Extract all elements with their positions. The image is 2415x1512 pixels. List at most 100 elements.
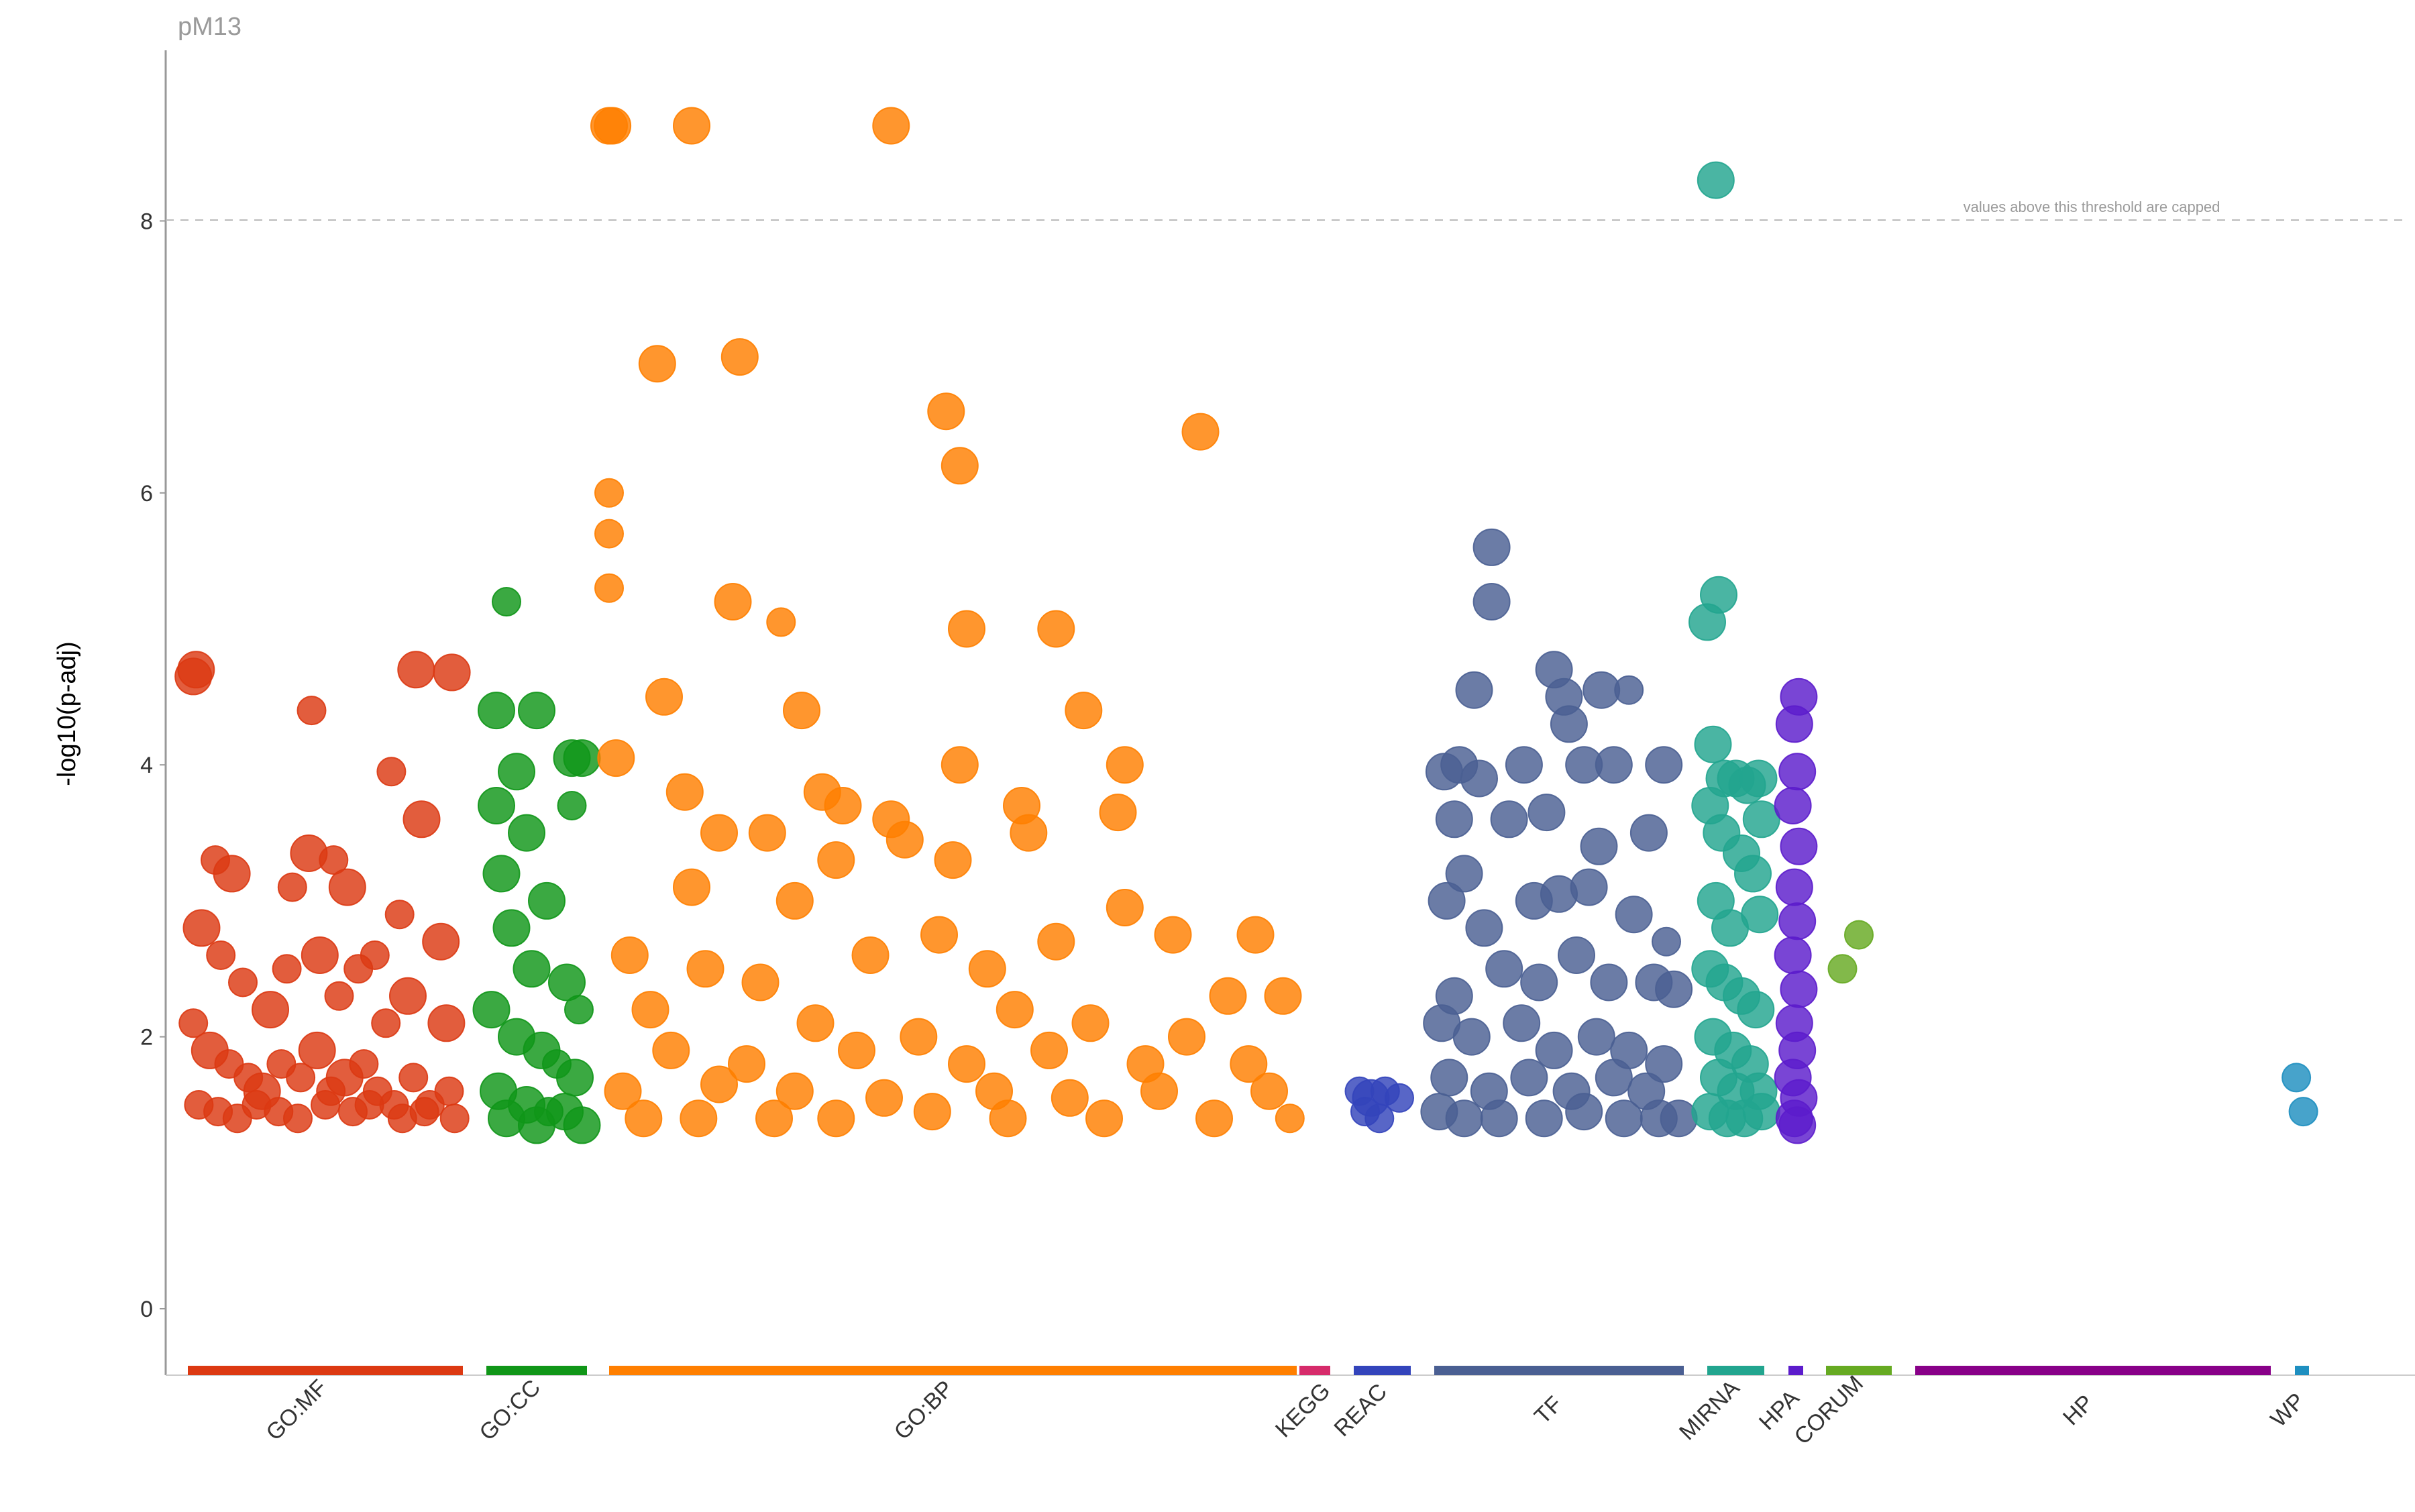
data-point (397, 651, 435, 689)
category-bar (2295, 1366, 2309, 1375)
data-point (434, 1076, 464, 1106)
category-label: REAC (1329, 1379, 1392, 1442)
data-point (927, 392, 965, 431)
data-point (178, 1008, 209, 1038)
data-point (371, 1008, 401, 1038)
data-point (1660, 1099, 1698, 1138)
data-point (1485, 950, 1523, 988)
data-point (748, 814, 786, 852)
data-point (1085, 1099, 1123, 1138)
data-point (206, 940, 236, 970)
data-point (277, 872, 307, 902)
y-tick-label: 2 (140, 1025, 153, 1050)
data-point (1385, 1083, 1414, 1113)
data-point (1181, 413, 1220, 451)
category-bars (188, 1366, 2309, 1375)
data-point (1099, 794, 1137, 832)
data-point (686, 950, 724, 988)
data-point (720, 338, 759, 376)
category-bar (1826, 1366, 1892, 1375)
data-point (508, 814, 545, 852)
data-point (349, 1049, 379, 1079)
data-point (989, 1099, 1027, 1138)
data-point (1525, 1099, 1563, 1138)
data-point (920, 916, 958, 954)
data-point (1694, 725, 1732, 763)
data-point (528, 881, 566, 920)
category-bar (1707, 1366, 1764, 1375)
category-label: KEGG (1271, 1378, 1335, 1442)
data-point (1472, 528, 1511, 566)
data-point (433, 653, 471, 692)
data-point (1230, 1045, 1268, 1083)
data-point (652, 1031, 690, 1069)
data-point (1452, 1018, 1491, 1056)
data-point (900, 1018, 938, 1056)
data-point (478, 692, 515, 730)
data-point (557, 791, 587, 820)
data-point (1577, 1018, 1615, 1056)
data-point (714, 583, 752, 620)
data-point (301, 936, 339, 974)
data-point (638, 345, 676, 383)
data-point (1264, 977, 1302, 1015)
y-tick-label: 4 (140, 753, 153, 778)
data-point (518, 692, 555, 730)
data-point (1741, 896, 1779, 934)
data-point (1774, 936, 1812, 974)
data-point (594, 519, 624, 549)
data-point (298, 1031, 336, 1069)
category-bar (1354, 1366, 1411, 1375)
category-label: TF (1529, 1391, 1567, 1429)
data-point (498, 753, 535, 791)
data-point (700, 1065, 738, 1103)
data-point (472, 991, 511, 1029)
data-point (182, 909, 221, 947)
data-point (1615, 896, 1653, 934)
data-point (817, 1099, 855, 1138)
data-point (1430, 1059, 1468, 1097)
data-point (422, 922, 460, 961)
category-label: MIRNA (1674, 1375, 1745, 1446)
data-point (2282, 1063, 2312, 1093)
data-point (1106, 889, 1144, 926)
data-point (548, 963, 586, 1002)
data-point (913, 1093, 951, 1131)
data-point (482, 855, 521, 893)
data-point (1645, 746, 1683, 784)
data-point (1742, 800, 1780, 839)
y-axis-label: -log10(p-adj) (53, 641, 81, 786)
category-bar (1788, 1366, 1803, 1375)
data-point (728, 1045, 765, 1083)
data-point (439, 1103, 470, 1134)
category-bar (609, 1366, 1297, 1375)
data-point (1570, 868, 1608, 906)
data-point (324, 981, 354, 1011)
data-point (1595, 746, 1633, 784)
data-point (1503, 1004, 1541, 1042)
data-point (1065, 692, 1103, 730)
data-point (1030, 1031, 1068, 1069)
data-point (409, 1097, 439, 1127)
data-point (817, 841, 855, 879)
y-tick-label: 0 (140, 1297, 153, 1322)
category-label: HP (2058, 1390, 2098, 1430)
data-point (1739, 759, 1778, 798)
data-point (1775, 705, 1813, 743)
data-point (1140, 1072, 1178, 1110)
data-point (564, 995, 594, 1025)
data-point (996, 991, 1034, 1029)
data-point (594, 478, 624, 508)
category-label: GO:MF (261, 1374, 332, 1446)
category-bar (486, 1366, 587, 1375)
data-point (766, 607, 796, 637)
data-point (1775, 868, 1813, 906)
data-point (297, 696, 327, 726)
data-point (665, 773, 704, 811)
data-point (680, 1099, 718, 1138)
data-point (1742, 1093, 1780, 1131)
data-point (1445, 855, 1483, 893)
data-point (1510, 1059, 1548, 1097)
data-point (1071, 1004, 1110, 1042)
data-point (1490, 800, 1528, 839)
